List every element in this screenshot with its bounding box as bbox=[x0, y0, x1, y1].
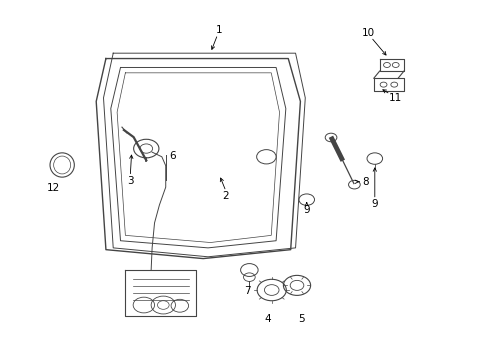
Text: 4: 4 bbox=[264, 314, 271, 324]
Text: 5: 5 bbox=[298, 314, 305, 324]
Text: 1: 1 bbox=[215, 25, 222, 35]
Text: 7: 7 bbox=[243, 287, 250, 296]
Text: 12: 12 bbox=[47, 183, 61, 193]
Text: 9: 9 bbox=[371, 199, 377, 209]
Text: 11: 11 bbox=[388, 93, 401, 103]
Text: 3: 3 bbox=[127, 176, 133, 186]
Text: 2: 2 bbox=[222, 191, 229, 201]
Text: 9: 9 bbox=[303, 205, 309, 215]
Text: 6: 6 bbox=[169, 151, 176, 161]
Text: 8: 8 bbox=[362, 177, 368, 187]
Text: 10: 10 bbox=[361, 28, 374, 38]
